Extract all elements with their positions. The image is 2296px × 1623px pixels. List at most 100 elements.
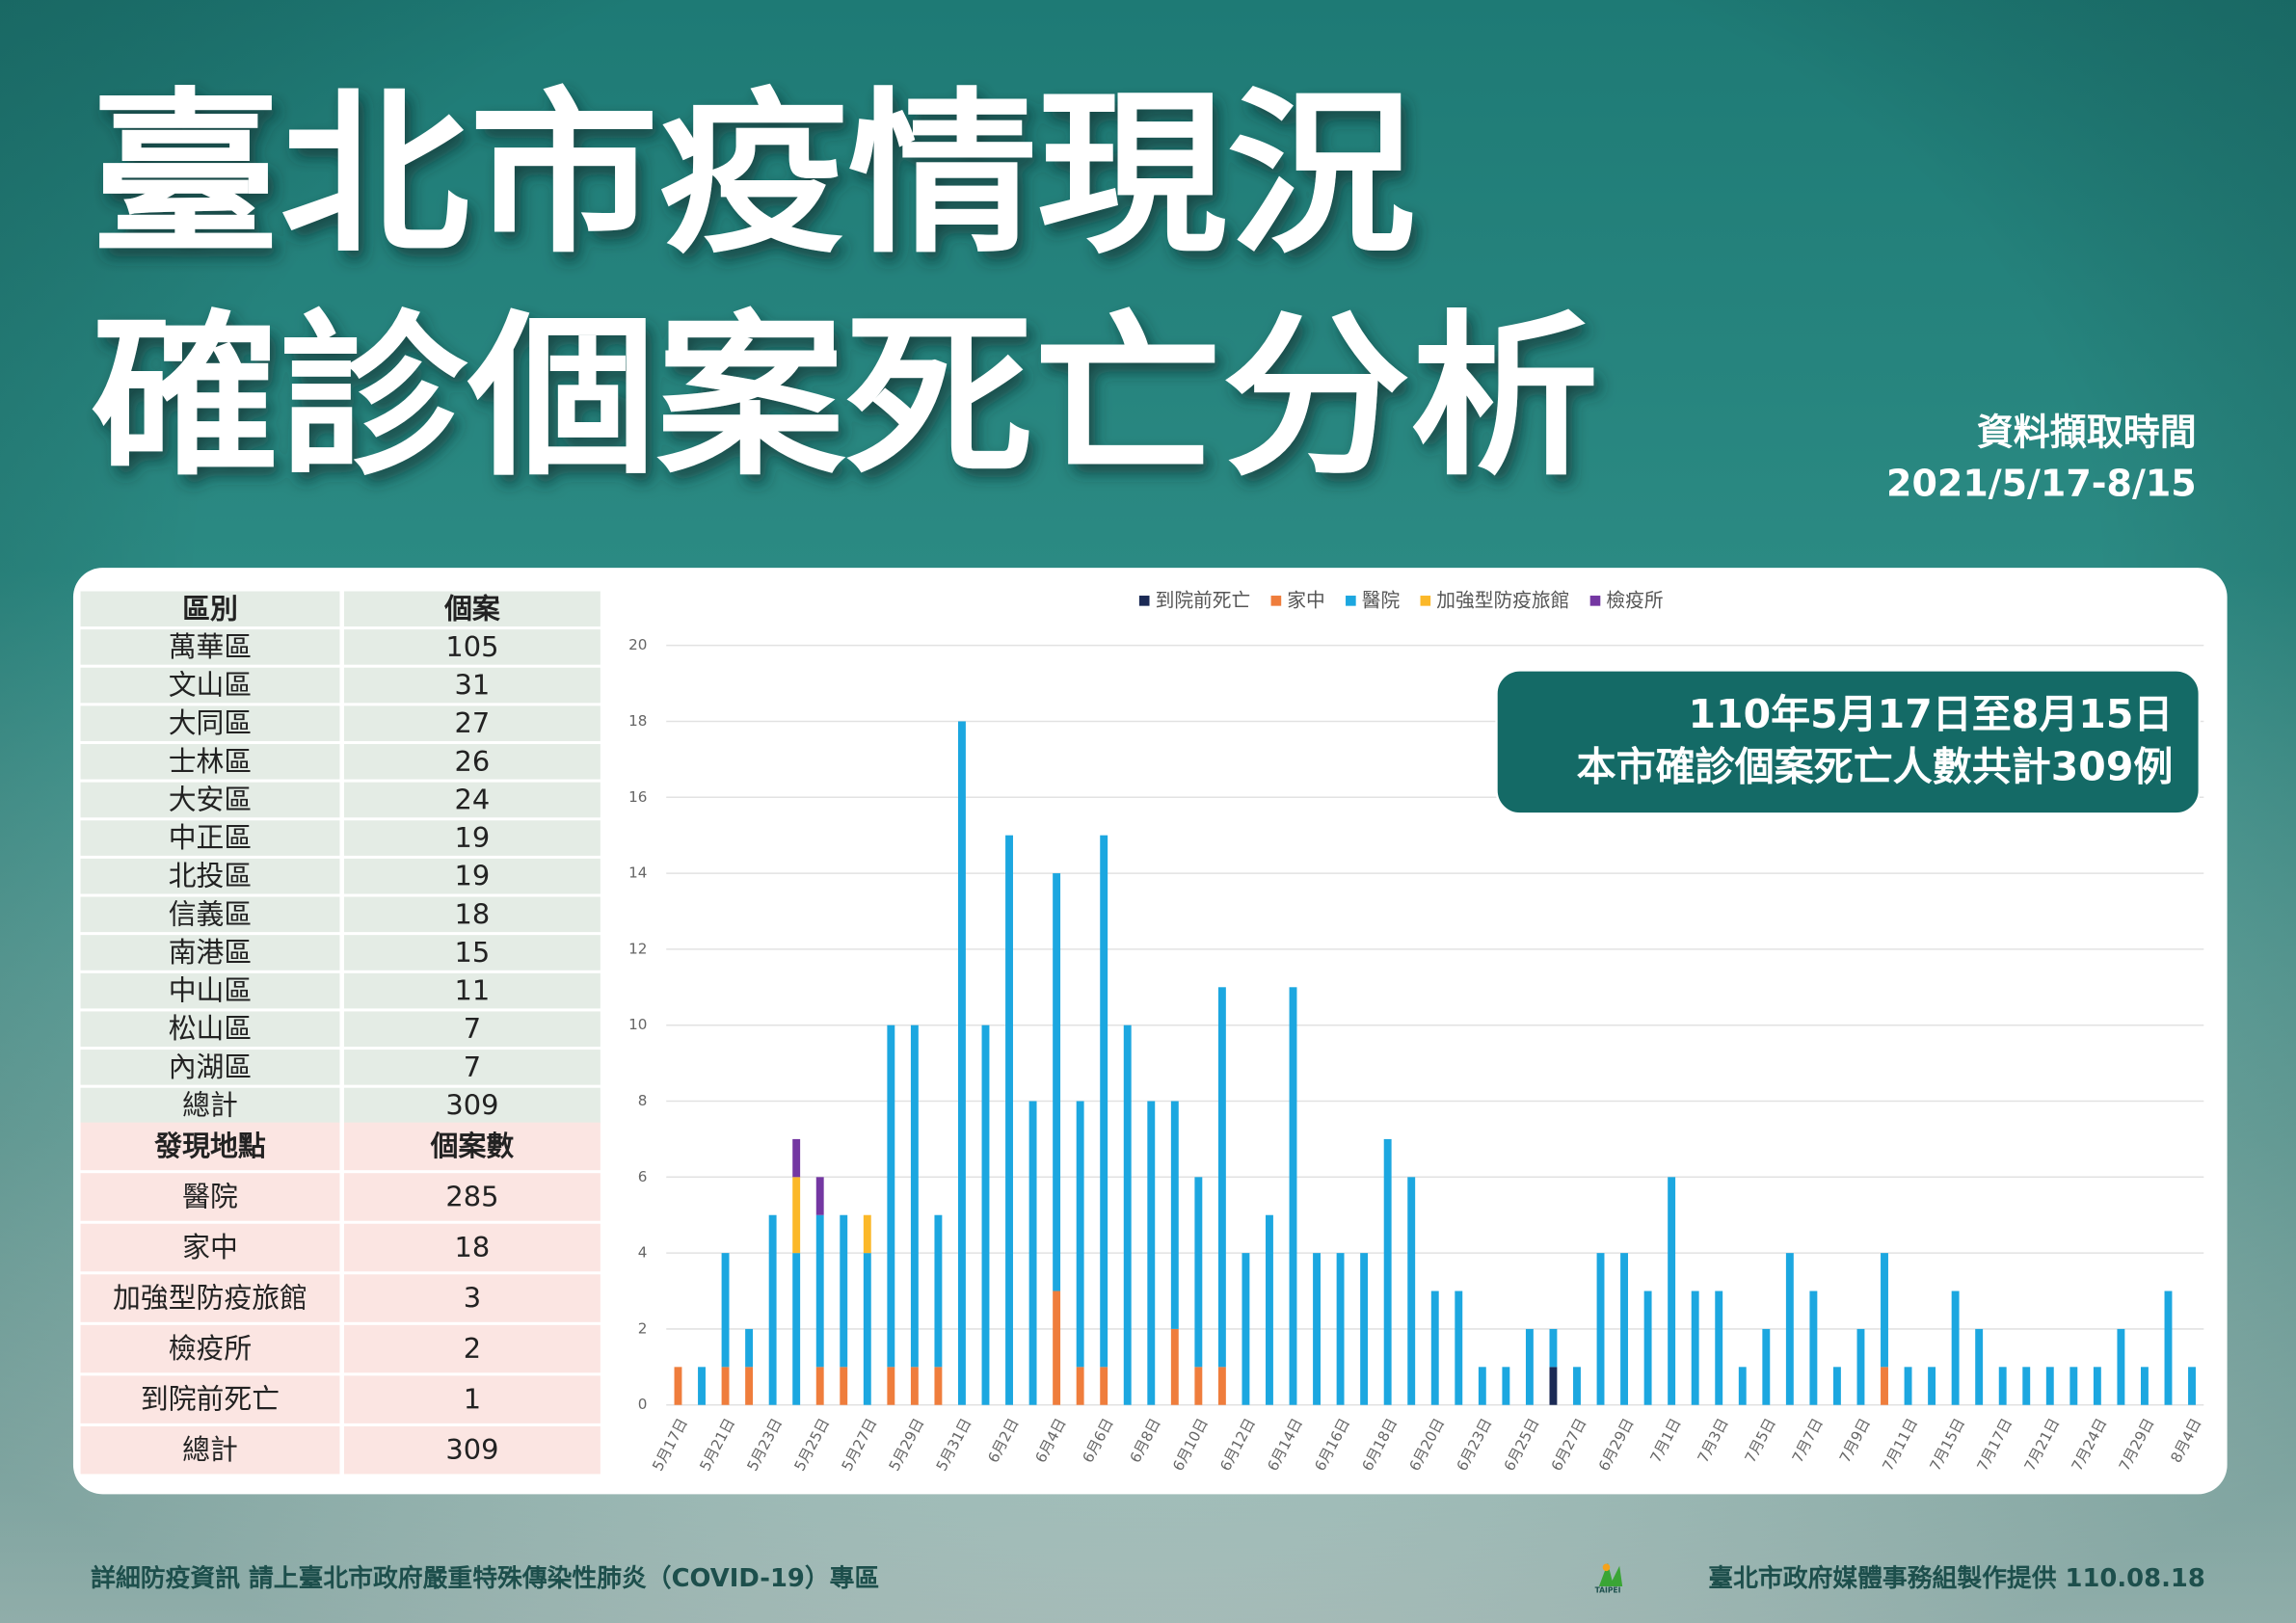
- table-cell: 1: [464, 1383, 481, 1416]
- table-cell-bg: [343, 896, 601, 933]
- table-cell-bg: [343, 1173, 601, 1221]
- title-line: 確診個案死亡分析: [91, 295, 1599, 499]
- bar-segment: [1076, 1367, 1084, 1405]
- table-cell-bg: [343, 705, 601, 741]
- table-cell: 309: [445, 1089, 498, 1122]
- bar-segment: [887, 1024, 895, 1368]
- title-group: 臺北市疫情現況 確診個案死亡分析: [91, 72, 1599, 499]
- table-cell-bg: [343, 1011, 601, 1048]
- callout-box: [1495, 669, 2201, 815]
- table-cell-bg: [343, 782, 601, 818]
- bar-segment: [815, 1177, 824, 1215]
- bar-segment: [1881, 1253, 1888, 1368]
- bar-segment: [1668, 1177, 1676, 1405]
- table-cell-bg: [80, 1324, 340, 1373]
- table-cell-bg: [80, 1173, 340, 1221]
- bar-segment: [1904, 1367, 1912, 1405]
- table-cell: 南港區: [169, 936, 253, 969]
- table-cell: 26: [455, 745, 491, 778]
- y-tick-label: 10: [628, 1016, 647, 1033]
- table-cell: 總計: [182, 1433, 238, 1466]
- table-cell: 31: [455, 669, 491, 702]
- bar-segment: [840, 1367, 848, 1405]
- footer-right: 臺北市政府媒體事務組製作提供 110.08.18: [1708, 1563, 2205, 1593]
- bar-segment: [1881, 1367, 1888, 1405]
- table-cell-bg: [80, 935, 340, 971]
- table-header: 區別: [182, 592, 238, 625]
- table-cell: 大安區: [169, 783, 253, 815]
- bar-segment: [1455, 1290, 1463, 1405]
- bar-segment: [2164, 1290, 2173, 1405]
- table-cell: 信義區: [169, 897, 253, 930]
- table-cell: 19: [455, 860, 491, 892]
- logo-dot: [1602, 1563, 1611, 1572]
- bar-segment: [1809, 1290, 1818, 1405]
- table-cell: 文山區: [169, 669, 253, 702]
- bar-segment: [863, 1253, 871, 1405]
- callout-line: 110年5月17日至8月15日: [1689, 691, 2174, 737]
- callout-line: 本市確診個案死亡人數共計309例: [1577, 744, 2174, 790]
- table-cell-bg: [343, 743, 601, 780]
- bar-segment: [1856, 1328, 1865, 1405]
- table-cell-bg: [343, 1375, 601, 1423]
- bar-segment: [1785, 1253, 1794, 1405]
- bar-segment: [840, 1214, 848, 1368]
- bar-segment: [721, 1253, 730, 1368]
- legend-label: 到院前死亡: [1156, 590, 1251, 612]
- y-tick-label: 20: [628, 636, 647, 653]
- bar-segment: [1573, 1367, 1581, 1405]
- bar-segment: [1596, 1253, 1605, 1405]
- table-cell-bg: [80, 782, 340, 818]
- bar-segment: [745, 1367, 754, 1405]
- bar-segment: [1076, 1101, 1084, 1368]
- bar-segment: [1360, 1253, 1369, 1405]
- bar-segment: [934, 1367, 943, 1405]
- bar-segment: [1217, 1367, 1226, 1405]
- table-cell-bg: [80, 1087, 340, 1124]
- table-cell: 11: [455, 974, 491, 1007]
- table-cell: 內湖區: [169, 1051, 253, 1083]
- bar-segment: [2093, 1367, 2101, 1405]
- bar-segment: [1549, 1367, 1558, 1405]
- bar-segment: [2069, 1367, 2078, 1405]
- table-cell: 7: [464, 1012, 481, 1045]
- table-cell: 3: [464, 1282, 481, 1315]
- table-cell-bg: [80, 705, 340, 741]
- y-tick-label: 0: [638, 1396, 648, 1413]
- bar-segment: [745, 1328, 754, 1368]
- bar-segment: [934, 1214, 943, 1368]
- table-cell: 中山區: [169, 974, 253, 1007]
- table-cell-bg: [80, 1223, 340, 1272]
- legend-swatch: [1270, 596, 1282, 606]
- table-cell-bg: [343, 629, 601, 665]
- table-header: 個案數: [430, 1130, 515, 1162]
- bar-segment: [1266, 1214, 1273, 1405]
- bar-segment: [981, 1024, 990, 1405]
- table-cell-bg: [343, 1324, 601, 1373]
- table-cell: 北投區: [169, 860, 253, 892]
- table-cell: 加強型防疫旅館: [113, 1282, 307, 1315]
- bar-segment: [910, 1367, 919, 1405]
- bar-segment: [2045, 1367, 2054, 1405]
- legend-label: 家中: [1287, 590, 1324, 612]
- legend-label: 醫院: [1362, 590, 1401, 612]
- table-cell: 松山區: [169, 1012, 253, 1045]
- table-cell-bg: [80, 1011, 340, 1048]
- table-cell-bg: [80, 972, 340, 1009]
- bar-segment: [1170, 1328, 1179, 1405]
- table-cell-bg: [343, 935, 601, 971]
- bar-segment: [1194, 1177, 1203, 1368]
- bar-segment: [2022, 1367, 2031, 1405]
- date-caption-label: 資料擷取時間: [1977, 411, 2197, 453]
- footer-left: 詳細防疫資訊 請上臺北市政府嚴重特殊傳染性肺炎（COVID-19）專區: [91, 1563, 879, 1593]
- table-cell: 309: [445, 1433, 498, 1466]
- bar-segment: [1336, 1253, 1345, 1405]
- y-tick-label: 16: [628, 788, 647, 806]
- table-cell: 19: [455, 821, 491, 854]
- bar-segment: [1430, 1290, 1439, 1405]
- table-header: 個案: [443, 592, 501, 625]
